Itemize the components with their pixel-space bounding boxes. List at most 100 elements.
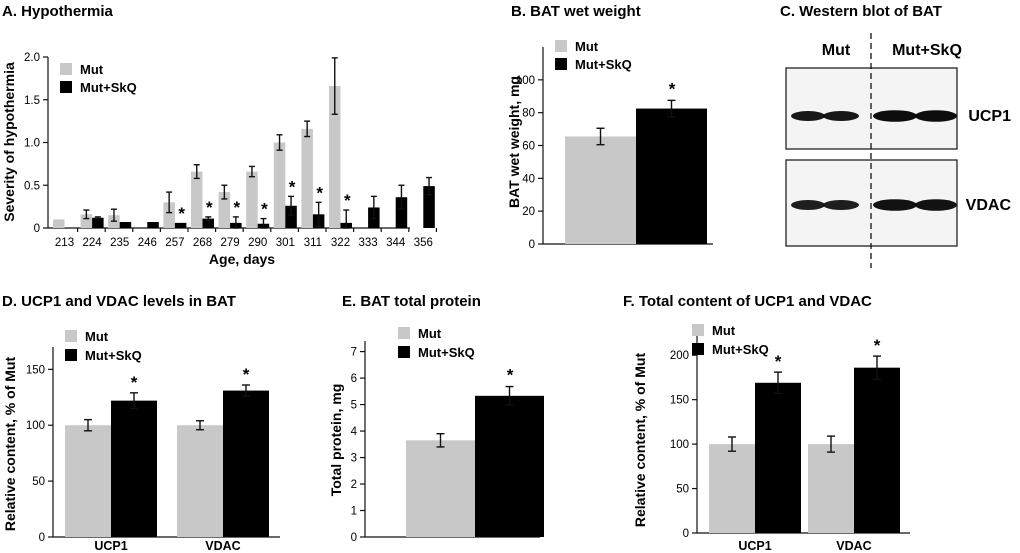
blot-column-label-mut: Mut xyxy=(822,42,851,59)
y-tick-label: 1.5 xyxy=(24,95,40,107)
bar-mut-skq-ucp1 xyxy=(111,400,157,537)
x-tick-label: 356 xyxy=(414,237,433,249)
legend-swatch-mut xyxy=(692,324,704,336)
significance-star: * xyxy=(507,366,514,385)
x-tick-label: 246 xyxy=(138,237,157,249)
y-tick-label: 5 xyxy=(351,400,357,412)
y-tick-label: 0.5 xyxy=(24,180,40,192)
significance-star: * xyxy=(316,183,323,202)
significance-star: * xyxy=(234,198,241,217)
bar-mut-skq-vdac xyxy=(854,367,900,533)
significance-star: * xyxy=(261,200,268,219)
y-tick-label: 20 xyxy=(522,206,535,218)
x-category-label: UCP1 xyxy=(738,539,771,553)
panel-e-title: E. BAT total protein xyxy=(342,293,481,310)
blot-column-label-mut-skq: Mut+SkQ xyxy=(892,42,962,59)
legend-label-mut: Mut xyxy=(418,326,442,341)
significance-star: * xyxy=(131,373,138,392)
panel-d-title: D. UCP1 and VDAC levels in BAT xyxy=(2,293,236,310)
y-axis-label: Total protein, mg xyxy=(328,384,344,497)
significance-star: * xyxy=(178,204,185,223)
blot-band-vdac xyxy=(791,200,825,210)
bar-mut-skq xyxy=(636,108,707,244)
y-tick-label: 50 xyxy=(676,484,689,496)
y-tick-label: 1 xyxy=(351,506,357,518)
y-axis-label: Severity of hypothermia xyxy=(1,62,17,222)
legend-label-mut-skq: Mut+SkQ xyxy=(418,345,475,360)
x-tick-label: 224 xyxy=(83,237,103,249)
legend-swatch-mut-skq xyxy=(65,349,77,361)
blot-band-ucp1 xyxy=(915,110,957,122)
bar-mut-skq xyxy=(475,395,544,537)
significance-star: * xyxy=(206,198,213,217)
bar-mut-ucp1 xyxy=(709,444,755,533)
bar-mut-257 xyxy=(163,202,175,228)
x-category-label: UCP1 xyxy=(94,539,127,553)
y-tick-label: 0 xyxy=(683,528,689,540)
blot-band-ucp1 xyxy=(873,110,917,122)
y-axis-label: Relative content, % of Mut xyxy=(632,353,648,528)
y-axis-label: Relative content, % of Mut xyxy=(2,357,18,532)
blot-row-label-ucp1: UCP1 xyxy=(968,108,1011,125)
y-tick-label: 2.0 xyxy=(24,52,40,64)
y-tick-label: 4 xyxy=(351,426,358,438)
legend-swatch-mut-skq xyxy=(60,81,72,93)
blot-row-label-vdac: VDAC xyxy=(966,197,1012,214)
blot-band-ucp1 xyxy=(791,111,825,121)
y-tick-label: 0 xyxy=(529,239,535,251)
bar-mut-skq-268 xyxy=(202,218,214,228)
significance-star: * xyxy=(289,177,296,196)
bar-mut-skq-246 xyxy=(147,222,159,228)
y-tick-label: 0 xyxy=(351,532,357,544)
bar-mut-skq-356 xyxy=(423,186,435,228)
x-tick-label: 268 xyxy=(193,237,212,249)
panel-b-title: B. BAT wet weight xyxy=(511,3,641,20)
legend-swatch-mut-skq xyxy=(692,343,704,355)
bar-mut-skq-224 xyxy=(92,217,104,228)
panel-f-title: F. Total content of UCP1 and VDAC xyxy=(623,293,872,310)
legend-swatch-mut xyxy=(65,330,77,342)
x-tick-label: 301 xyxy=(276,237,295,249)
legend-swatch-mut-skq xyxy=(555,58,567,70)
x-tick-label: 235 xyxy=(110,237,129,249)
legend-label-mut: Mut xyxy=(712,323,736,338)
y-tick-label: 0 xyxy=(34,223,40,235)
legend-label-mut-skq: Mut+SkQ xyxy=(80,80,137,95)
y-tick-label: 7 xyxy=(351,347,357,359)
y-tick-label: 1.0 xyxy=(24,138,40,150)
significance-star: * xyxy=(669,79,676,98)
blot-band-ucp1 xyxy=(823,111,859,121)
bar-mut-322 xyxy=(329,86,341,228)
bar-mut-skq-vdac xyxy=(223,390,269,537)
bar-mut-skq-ucp1 xyxy=(755,382,801,533)
x-tick-label: 311 xyxy=(304,237,322,249)
significance-star: * xyxy=(874,336,881,355)
legend-swatch-mut xyxy=(398,327,410,339)
legend-swatch-mut-skq xyxy=(398,346,410,358)
blot-band-vdac xyxy=(823,200,859,210)
bar-mut-skq-235 xyxy=(119,222,132,228)
bar-mut-279 xyxy=(218,192,231,228)
x-tick-label: 257 xyxy=(165,237,184,249)
significance-star: * xyxy=(344,191,351,210)
x-category-label: VDAC xyxy=(836,539,871,553)
x-tick-label: 322 xyxy=(331,237,350,249)
significance-star: * xyxy=(243,365,250,384)
bar-mut-vdac xyxy=(177,425,223,537)
x-category-label: VDAC xyxy=(205,539,240,553)
panel-c-title: C. Western blot of BAT xyxy=(780,3,942,20)
blot-band-vdac xyxy=(915,199,957,211)
y-tick-label: 100 xyxy=(516,75,535,87)
legend-label-mut: Mut xyxy=(85,329,109,344)
y-tick-label: 100 xyxy=(26,420,45,432)
x-tick-label: 213 xyxy=(55,237,74,249)
legend-label-mut-skq: Mut+SkQ xyxy=(575,57,632,72)
legend-swatch-mut xyxy=(555,40,567,52)
y-tick-label: 2 xyxy=(351,479,357,491)
y-tick-label: 200 xyxy=(670,350,689,362)
significance-star: * xyxy=(775,352,782,371)
y-tick-label: 40 xyxy=(522,173,535,185)
y-tick-label: 80 xyxy=(522,108,535,120)
x-tick-label: 333 xyxy=(359,237,378,249)
